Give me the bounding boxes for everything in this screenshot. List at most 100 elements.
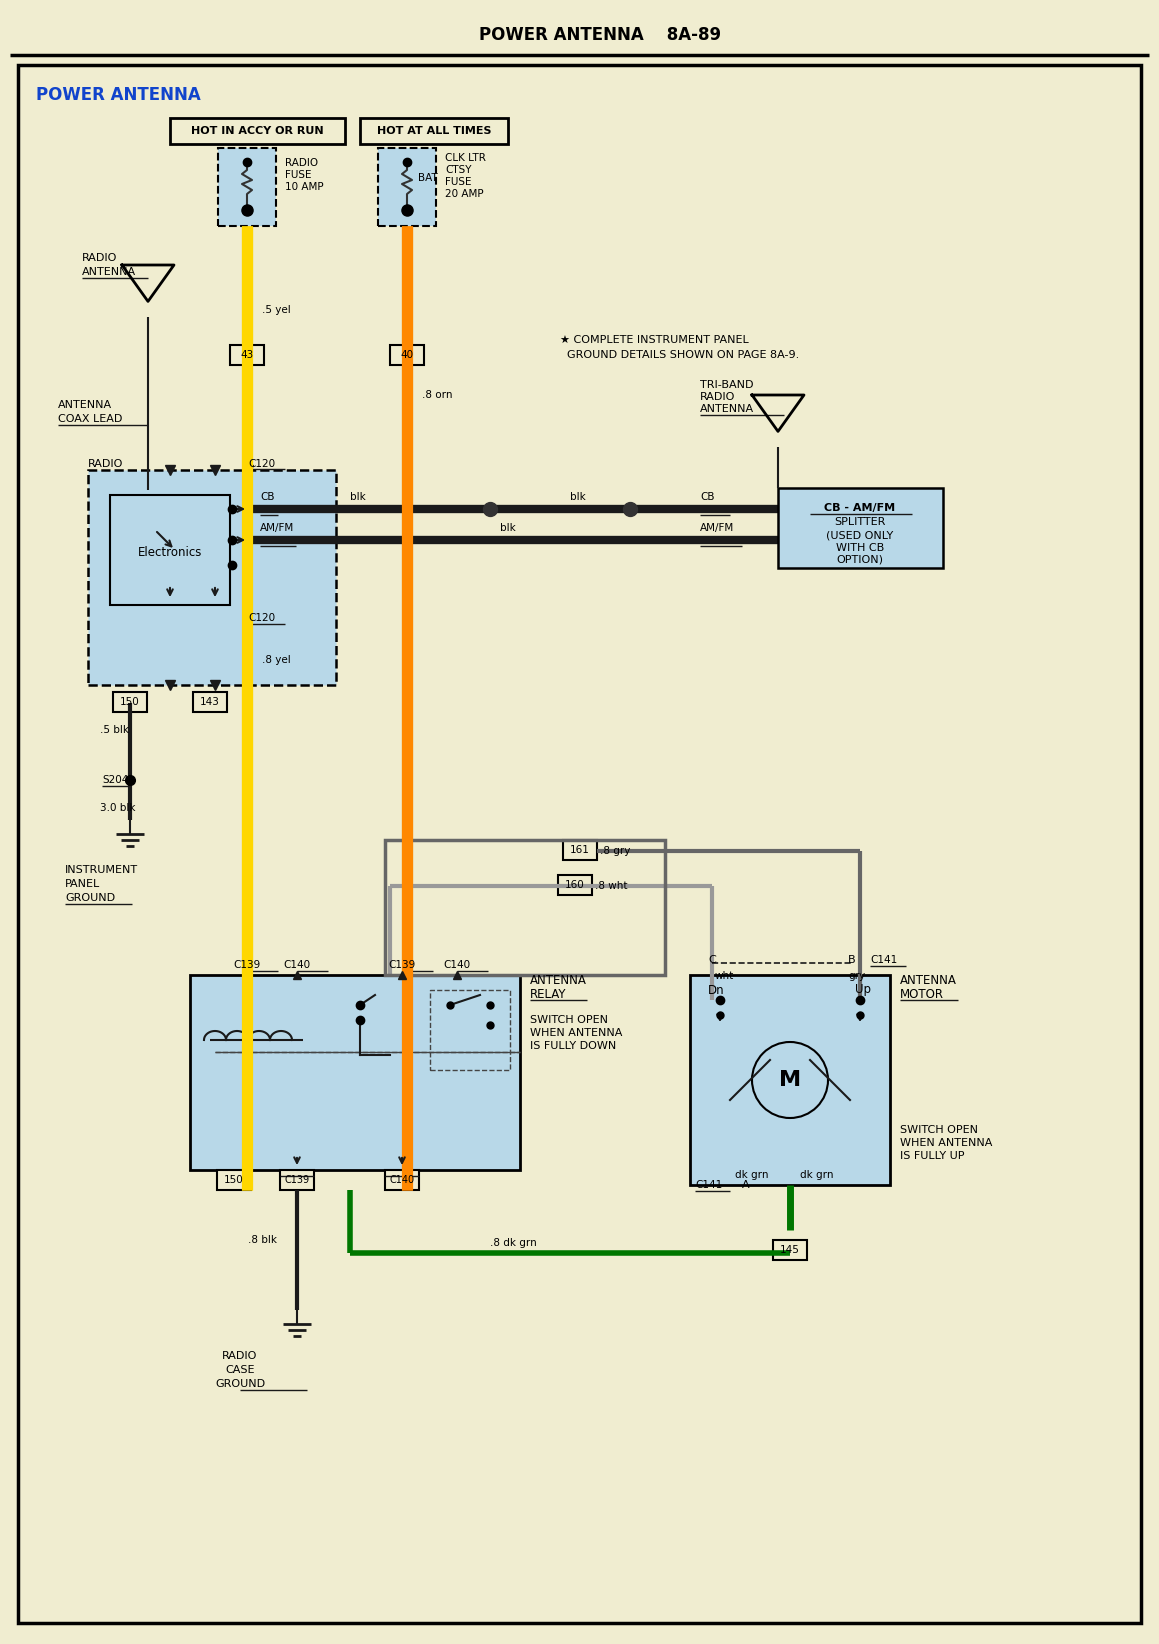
Text: CB - AM/FM: CB - AM/FM: [824, 503, 896, 513]
Bar: [778, 488, 943, 567]
Bar: [563, 840, 597, 860]
Text: 10 AMP: 10 AMP: [285, 182, 323, 192]
Text: ★ COMPLETE INSTRUMENT PANEL: ★ COMPLETE INSTRUMENT PANEL: [560, 335, 749, 345]
Bar: [110, 495, 229, 605]
Text: CB: CB: [260, 492, 275, 501]
Text: 143: 143: [201, 697, 220, 707]
Text: 150: 150: [121, 697, 140, 707]
Text: C140: C140: [389, 1175, 415, 1185]
Text: CTSY: CTSY: [445, 164, 472, 174]
Text: Dn: Dn: [708, 983, 724, 996]
Text: RADIO: RADIO: [285, 158, 318, 168]
Text: PANEL: PANEL: [65, 880, 100, 889]
Text: 145: 145: [780, 1245, 800, 1254]
Text: 43: 43: [240, 350, 254, 360]
Text: .8 orn: .8 orn: [422, 390, 452, 399]
Text: S204: S204: [102, 774, 129, 784]
Text: FUSE: FUSE: [285, 169, 312, 179]
Text: RADIO: RADIO: [82, 253, 117, 263]
Text: B: B: [848, 955, 855, 965]
Text: blk: blk: [570, 492, 585, 501]
Text: 161: 161: [570, 845, 590, 855]
Text: .8 dk grn: .8 dk grn: [490, 1238, 537, 1248]
Text: C141: C141: [870, 955, 897, 965]
Text: C140: C140: [284, 960, 311, 970]
Bar: [389, 345, 424, 365]
Text: POWER ANTENNA: POWER ANTENNA: [36, 85, 201, 104]
Text: 3.0 blk: 3.0 blk: [100, 802, 136, 814]
Text: 160: 160: [566, 880, 585, 889]
Text: dk grn: dk grn: [735, 1171, 768, 1180]
Bar: [773, 1240, 807, 1259]
Text: IS FULLY DOWN: IS FULLY DOWN: [530, 1041, 617, 1051]
Bar: [385, 1171, 420, 1190]
Text: OPTION): OPTION): [837, 556, 883, 566]
Text: blk: blk: [500, 523, 516, 533]
Text: IS FULLY UP: IS FULLY UP: [901, 1151, 964, 1161]
Text: gry: gry: [848, 972, 865, 981]
Text: ANTENNA: ANTENNA: [58, 399, 112, 409]
Text: (USED ONLY: (USED ONLY: [826, 529, 894, 539]
Text: C139: C139: [388, 960, 416, 970]
Bar: [170, 118, 345, 145]
Text: SPLITTER: SPLITTER: [834, 516, 885, 528]
Text: WHEN ANTENNA: WHEN ANTENNA: [901, 1138, 992, 1148]
Text: ANTENNA: ANTENNA: [82, 266, 136, 276]
Text: MOTOR: MOTOR: [901, 988, 943, 1001]
Text: WHEN ANTENNA: WHEN ANTENNA: [530, 1028, 622, 1037]
Text: blk: blk: [350, 492, 366, 501]
Text: Electronics: Electronics: [138, 546, 202, 559]
Bar: [194, 692, 227, 712]
Text: C139: C139: [284, 1175, 309, 1185]
Text: COAX LEAD: COAX LEAD: [58, 414, 123, 424]
Text: INSTRUMENT: INSTRUMENT: [65, 865, 138, 875]
Bar: [557, 875, 592, 894]
Text: GROUND: GROUND: [214, 1379, 265, 1389]
Text: .8 wht: .8 wht: [595, 881, 627, 891]
Text: RELAY: RELAY: [530, 988, 567, 1001]
Text: HOT IN ACCY OR RUN: HOT IN ACCY OR RUN: [191, 127, 323, 136]
Text: .8 gry: .8 gry: [600, 847, 630, 857]
Bar: [112, 692, 147, 712]
Text: C: C: [708, 955, 716, 965]
Text: 150: 150: [224, 1175, 243, 1185]
Bar: [218, 148, 276, 225]
Text: RADIO: RADIO: [700, 391, 735, 403]
Text: SWITCH OPEN: SWITCH OPEN: [901, 1124, 978, 1134]
Text: C120: C120: [248, 613, 275, 623]
Text: RADIO: RADIO: [223, 1351, 257, 1361]
Text: WITH CB: WITH CB: [836, 543, 884, 552]
Text: TRI-BAND: TRI-BAND: [700, 380, 753, 390]
Bar: [217, 1171, 252, 1190]
Text: CLK LTR: CLK LTR: [445, 153, 486, 163]
Text: .8 yel: .8 yel: [262, 654, 291, 666]
Bar: [378, 148, 436, 225]
Text: ANTENNA: ANTENNA: [700, 404, 755, 414]
Text: RADIO: RADIO: [88, 459, 123, 469]
Text: C139: C139: [233, 960, 261, 970]
Text: C120: C120: [248, 459, 275, 469]
Text: GROUND: GROUND: [65, 893, 115, 903]
Bar: [88, 470, 336, 686]
Text: FUSE: FUSE: [445, 178, 472, 187]
Text: 20 AMP: 20 AMP: [445, 189, 483, 199]
Text: .5 yel: .5 yel: [262, 306, 291, 316]
Text: dk grn: dk grn: [800, 1171, 833, 1180]
Text: POWER ANTENNA    8A-89: POWER ANTENNA 8A-89: [479, 26, 721, 44]
Text: HOT AT ALL TIMES: HOT AT ALL TIMES: [377, 127, 491, 136]
Bar: [430, 990, 510, 1070]
Text: .8 blk: .8 blk: [248, 1235, 277, 1245]
Text: CB: CB: [700, 492, 714, 501]
Text: wht: wht: [715, 972, 735, 981]
Text: SWITCH OPEN: SWITCH OPEN: [530, 1014, 608, 1024]
Bar: [360, 118, 508, 145]
Text: 40: 40: [401, 350, 414, 360]
Text: CASE: CASE: [225, 1365, 255, 1374]
Text: ANTENNA: ANTENNA: [530, 973, 586, 986]
Text: Up: Up: [855, 983, 872, 996]
Text: GROUND DETAILS SHOWN ON PAGE 8A-9.: GROUND DETAILS SHOWN ON PAGE 8A-9.: [560, 350, 800, 360]
Text: A: A: [742, 1180, 750, 1190]
Text: BAT: BAT: [418, 173, 438, 182]
Bar: [190, 975, 520, 1171]
Bar: [385, 840, 665, 975]
